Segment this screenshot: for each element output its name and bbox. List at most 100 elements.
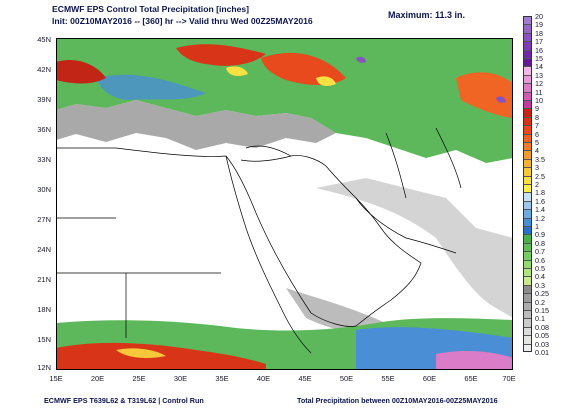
colorbar-swatch (523, 301, 532, 310)
colorbar-label: 1.2 (535, 213, 545, 223)
colorbar-label: 0.1 (535, 314, 545, 324)
colorbar-swatch (523, 200, 532, 210)
colorbar-swatch (523, 226, 532, 235)
lon-tick: 15E (49, 374, 63, 383)
colorbar-label: 16 (535, 45, 543, 55)
map-frame (56, 38, 513, 370)
colorbar-swatch (523, 58, 532, 67)
lat-tick: 39N (37, 95, 51, 104)
colorbar-swatch (523, 150, 532, 159)
colorbar-swatch (523, 343, 532, 352)
colorbar-label: 0.6 (535, 255, 545, 265)
colorbar-label: 3 (535, 163, 539, 173)
precip-field-interior-gray (316, 178, 513, 318)
lon-tick: 65E (464, 374, 478, 383)
period-footer: Total Precipitation between 00Z10MAY2016… (297, 396, 498, 405)
colorbar-label: 17 (535, 37, 543, 47)
precip-field-yellow-spots (226, 66, 336, 86)
colorbar-swatch (523, 91, 532, 100)
lat-tick: 21N (37, 275, 51, 284)
lat-tick: 15N (37, 335, 51, 344)
colorbar-label: 0.15 (535, 306, 549, 315)
colorbar-label: 8 (535, 112, 539, 122)
colorbar-swatch (523, 326, 532, 336)
colorbar-swatch (523, 116, 532, 126)
colorbar-swatch (523, 74, 532, 84)
lat-tick: 12N (37, 363, 51, 372)
colorbar-label: 2 (535, 180, 539, 189)
lon-tick: 35E (215, 374, 229, 383)
colorbar-label: 11 (535, 87, 543, 97)
precipitation-map (56, 38, 513, 370)
colorbar-label: 6 (535, 129, 539, 139)
precip-field-balkans-red (56, 59, 106, 84)
colorbar-label: 3.5 (535, 154, 545, 164)
colorbar-label: 19 (535, 20, 543, 30)
precip-field-turkey-red (176, 44, 266, 66)
colorbar-label: 0.4 (535, 272, 545, 282)
colorbar-label: 0.03 (535, 339, 549, 349)
colorbar-swatch (523, 41, 532, 50)
lat-tick: 33N (37, 155, 51, 164)
colorbar-label: 18 (535, 28, 543, 38)
colorbar-swatch (523, 310, 532, 319)
colorbar-swatch (523, 24, 532, 33)
colorbar-label: 1.8 (535, 188, 545, 198)
colorbar-swatch (523, 175, 532, 184)
colorbar-label: 0.2 (535, 297, 545, 307)
colorbar-swatch (523, 66, 532, 75)
colorbar-swatch (523, 184, 532, 193)
colorbar-swatch (523, 251, 532, 260)
lon-tick: 45E (298, 374, 312, 383)
colorbar-label: 0.7 (535, 247, 545, 257)
lon-tick: 50E (339, 374, 354, 383)
lon-tick: 30E (173, 374, 188, 383)
colorbar-swatch (523, 133, 532, 142)
colorbar-swatch (523, 32, 532, 42)
precip-field-iran-red (456, 72, 513, 118)
colorbar-swatch (523, 167, 532, 176)
colorbar-swatch (523, 100, 532, 109)
colorbar-swatch (523, 242, 532, 252)
colorbar-swatch (523, 158, 532, 168)
coastlines (56, 127, 462, 354)
lon-tick: 70E (502, 374, 516, 383)
lon-tick: 40E (256, 374, 271, 383)
lat-tick: 27N (37, 215, 51, 224)
lat-tick: 42N (37, 65, 51, 74)
colorbar-label: 0.3 (535, 280, 545, 290)
colorbar-swatch (523, 83, 532, 92)
precip-field-yemen-gray (286, 288, 396, 334)
precip-field-south-yellow (116, 348, 166, 358)
colorbar-label: 0.9 (535, 230, 545, 240)
colorbar-swatch (523, 276, 532, 285)
colorbar-label: 14 (535, 62, 543, 72)
lon-tick: 55E (381, 374, 395, 383)
colorbar-swatch (523, 318, 532, 327)
colorbar-label: 0.5 (535, 264, 545, 273)
colorbar-swatch (523, 259, 532, 268)
colorbar-label: 20 (535, 12, 543, 21)
map-init-valid-line: Init: 00Z10MAY2016 -- [360] hr --> Valid… (52, 16, 313, 26)
colorbar-label: 0.08 (535, 322, 549, 332)
colorbar-label: 2.5 (535, 171, 545, 181)
colorbar-frame (523, 16, 532, 352)
colorbar-swatch (523, 209, 532, 218)
colorbar-legend: 20 19 18 17 16 15 14 13 12 11 10 9 8 7 6 5 4 3.5 3 2.5 2 1.8 1… (523, 12, 567, 357)
colorbar-label: 12 (535, 79, 543, 89)
colorbar-label: 15 (535, 54, 543, 63)
colorbar-label: 1 (535, 222, 539, 231)
colorbar-label: 5 (535, 138, 539, 147)
colorbar-swatch (523, 217, 532, 226)
colorbar-swatch (523, 142, 532, 151)
colorbar-swatch (523, 293, 532, 302)
precip-field-mediterranean-blue (96, 74, 206, 100)
colorbar-label: 10 (535, 96, 543, 105)
precip-field-north-green (56, 38, 513, 163)
map-title: ECMWF EPS Control Total Precipitation [i… (52, 4, 250, 14)
colorbar-label: 1.4 (535, 205, 545, 215)
colorbar-label: 0.05 (535, 331, 549, 341)
lat-tick: 24N (37, 245, 51, 254)
precip-field-north-gray (56, 100, 336, 150)
colorbar-swatch (523, 125, 532, 134)
